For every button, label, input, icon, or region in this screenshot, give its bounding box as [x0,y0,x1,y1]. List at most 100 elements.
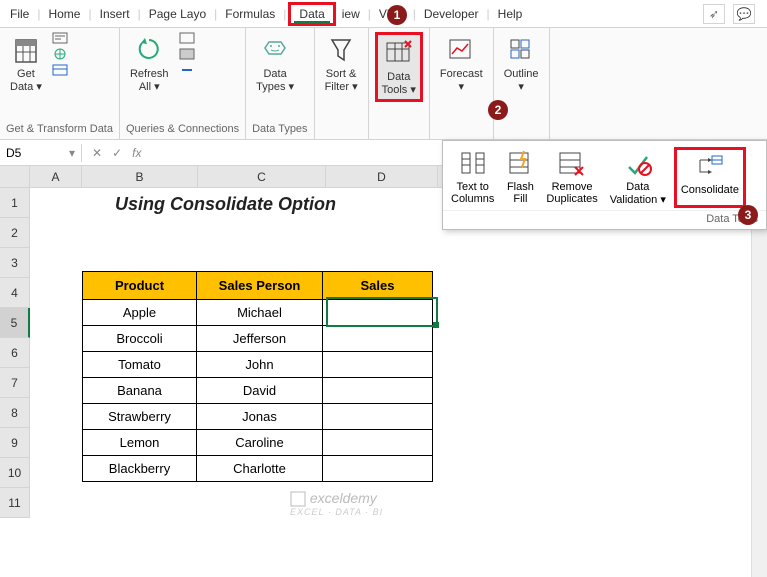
chevron-down-icon: ▾ [660,194,666,206]
from-web-icon[interactable] [52,48,70,62]
cell-product[interactable]: Banana [83,378,197,404]
menu-bar: File| Home| Insert| Page Layo| Formulas|… [0,0,767,28]
cell-product[interactable]: Blackberry [83,456,197,482]
ribbon-group-forecast: Forecast▾ [430,28,494,139]
vertical-scrollbar[interactable] [751,190,767,577]
fx-icon[interactable]: fx [132,146,141,160]
cell-sales[interactable] [323,430,433,456]
menu-developer[interactable]: Developer [418,3,485,25]
chevron-down-icon: ▾ [459,81,465,93]
sort-filter-button[interactable]: Sort &Filter ▾ [321,32,362,96]
get-data-button[interactable]: GetData ▾ [6,32,46,96]
ribbon-group-queries: RefreshAll ▾ Queries & Connections [120,28,246,139]
chevron-down-icon: ▾ [36,81,42,93]
row-header-2[interactable]: 2 [0,218,30,248]
row-header-8[interactable]: 8 [0,398,30,428]
cell-product[interactable]: Lemon [83,430,197,456]
data-validation-button[interactable]: DataValidation ▾ [606,147,670,208]
data-table: Product Sales Person Sales AppleMichael … [82,271,433,482]
chevron-down-icon: ▾ [289,81,295,93]
cell-sales[interactable] [323,378,433,404]
menu-insert[interactable]: Insert [94,3,136,25]
chevron-down-icon: ▾ [154,81,160,93]
forecast-button[interactable]: Forecast▾ [436,32,487,96]
cell-product[interactable]: Broccoli [83,326,197,352]
ribbon-group-datatools: DataTools ▾ [369,28,430,139]
flash-fill-button[interactable]: FlashFill [502,147,538,208]
table-row: BroccoliJefferson [83,326,433,352]
menu-file[interactable]: File [4,3,35,25]
flash-fill-icon [506,149,534,179]
cell-person[interactable]: David [197,378,323,404]
row-header-10[interactable]: 10 [0,458,30,488]
menu-review-cut[interactable]: iew [336,3,366,25]
cell-person[interactable]: Charlotte [197,456,323,482]
col-header-c[interactable]: C [198,166,326,187]
menu-data[interactable]: Data [288,2,335,26]
funnel-icon [327,34,355,66]
spreadsheet-grid: Using Consolidate Option 1 2 3 4 5 6 7 8… [0,188,767,518]
from-table-icon[interactable] [52,64,70,78]
menu-formulas[interactable]: Formulas [219,3,281,25]
cell-person[interactable]: Jonas [197,404,323,430]
get-data-label: GetData [10,68,35,93]
refresh-all-label: RefreshAll [130,68,169,93]
cell-sales[interactable] [323,300,433,326]
table-header-row: Product Sales Person Sales [83,272,433,300]
cell-product[interactable]: Apple [83,300,197,326]
chevron-down-icon[interactable]: ▾ [69,146,75,160]
menu-pagelayout[interactable]: Page Layo [143,3,212,25]
cell-sales[interactable] [323,404,433,430]
cell-sales[interactable] [323,326,433,352]
cancel-icon[interactable]: ✕ [92,146,102,160]
text-to-columns-button[interactable]: Text toColumns [447,147,498,208]
menu-help[interactable]: Help [492,3,529,25]
ribbon-group-sortfilter: Sort &Filter ▾ [315,28,369,139]
queries-icon[interactable] [179,32,197,46]
row-header-6[interactable]: 6 [0,338,30,368]
cell-sales[interactable] [323,352,433,378]
th-product: Product [83,272,197,300]
edit-links-icon[interactable] [179,64,197,78]
remove-duplicates-button[interactable]: RemoveDuplicates [542,147,601,208]
share-icon[interactable]: ➶ [703,4,725,24]
row-header-9[interactable]: 9 [0,428,30,458]
cell-person[interactable]: Caroline [197,430,323,456]
comments-icon[interactable]: 💬 [733,4,755,24]
cell-product[interactable]: Tomato [83,352,197,378]
col-header-b[interactable]: B [82,166,198,187]
ribbon: GetData ▾ Get & Transform Data RefreshAl… [0,28,767,140]
col-header-a[interactable]: A [30,166,82,187]
name-box[interactable]: D5 ▾ [0,144,82,162]
group-label-forecast [436,121,487,137]
row-header-3[interactable]: 3 [0,248,30,278]
row-header-4[interactable]: 4 [0,278,30,308]
row-header-11[interactable]: 11 [0,488,30,518]
callout-3: 3 [738,205,758,225]
group-label-get-transform: Get & Transform Data [6,121,113,137]
cell-person[interactable]: Michael [197,300,323,326]
data-tools-dropdown: Text toColumns FlashFill RemoveDuplicate… [442,140,767,230]
enter-icon[interactable]: ✓ [112,146,122,160]
refresh-all-button[interactable]: RefreshAll ▾ [126,32,173,96]
cell-person[interactable]: Jefferson [197,326,323,352]
select-all-corner[interactable] [0,166,30,187]
outline-button[interactable]: Outline▾ [500,32,543,96]
chevron-down-icon: ▾ [352,81,358,93]
text-to-columns-icon [459,149,487,179]
row-header-1[interactable]: 1 [0,188,30,218]
cell-product[interactable]: Strawberry [83,404,197,430]
row-header-7[interactable]: 7 [0,368,30,398]
data-tools-button[interactable]: DataTools ▾ [375,32,423,102]
data-types-button[interactable]: DataTypes ▾ [252,32,298,96]
menu-home[interactable]: Home [42,3,86,25]
properties-icon[interactable] [179,48,197,62]
col-header-d[interactable]: D [326,166,438,187]
data-validation-icon [623,149,653,179]
consolidate-button[interactable]: Consolidate [674,147,746,208]
cell-person[interactable]: John [197,352,323,378]
cell-sales[interactable] [323,456,433,482]
from-text-icon[interactable] [52,32,70,46]
row-header-5[interactable]: 5 [0,308,30,338]
queries-small-icons [179,32,197,78]
